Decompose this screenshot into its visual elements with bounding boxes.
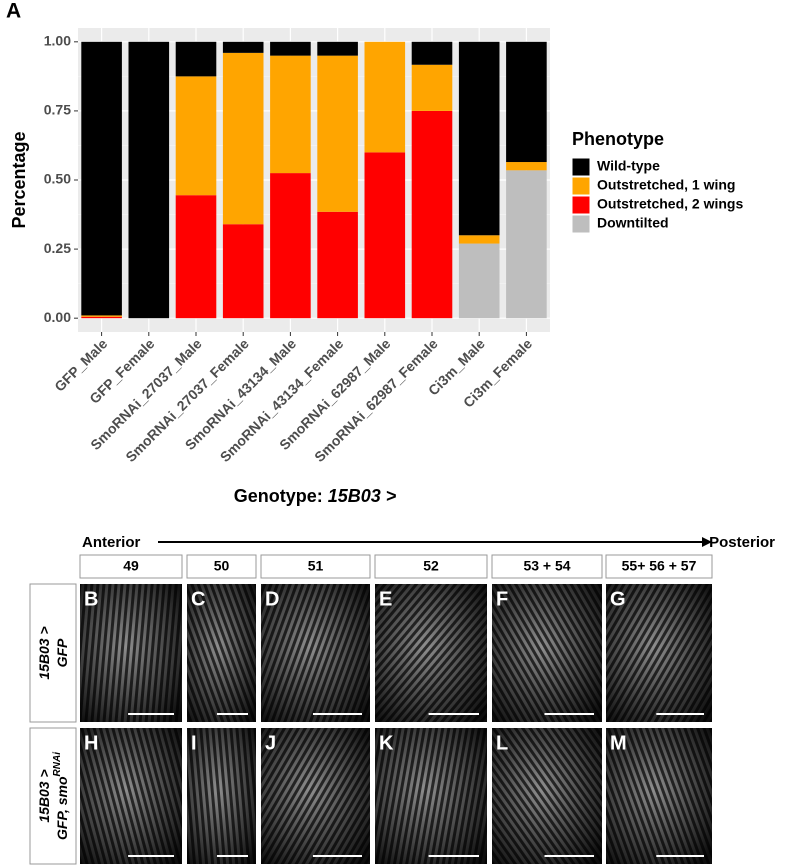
panel-letter: C xyxy=(191,588,205,610)
column-header: 51 xyxy=(308,558,324,574)
legend-label: Outstretched, 2 wings xyxy=(597,196,743,212)
bar-segment xyxy=(411,64,453,111)
panel-letter: K xyxy=(379,732,394,754)
panel-letter: M xyxy=(610,732,627,754)
bar-segment xyxy=(175,195,217,319)
panel-letter: D xyxy=(265,588,279,610)
column-header-box xyxy=(605,554,713,579)
column-header-box xyxy=(491,554,603,579)
axis-end: Posterior xyxy=(709,534,775,551)
x-axis-label-part: Genotype: xyxy=(234,486,323,506)
bar-segment xyxy=(506,162,547,171)
row-label: 15B03 > GFP, smoRNAi xyxy=(36,752,70,840)
column-header: 55+ 56 + 57 xyxy=(622,558,697,574)
panel-letter: F xyxy=(496,588,508,610)
bar-segment xyxy=(175,76,217,196)
bar-segment xyxy=(81,315,122,317)
bar-segment xyxy=(364,152,406,319)
bar-segment xyxy=(270,173,311,319)
column-header-box xyxy=(79,554,183,579)
y-tick-label: 1.00 xyxy=(44,33,71,49)
micrograph-shade xyxy=(375,728,487,864)
row-label-line: GFP xyxy=(54,638,70,667)
x-axis-label: Genotype: 15B03 > xyxy=(234,486,397,506)
panel-letter: L xyxy=(496,732,508,754)
micrograph-shade xyxy=(80,584,182,722)
bar-segment xyxy=(458,235,500,244)
panel-label: A xyxy=(6,0,21,23)
row-label-box xyxy=(29,583,77,723)
micrograph-shade xyxy=(606,584,712,722)
bar-segment xyxy=(222,224,264,319)
bar-segment xyxy=(128,41,170,319)
legend-title: Phenotype xyxy=(572,129,664,149)
row-label-box xyxy=(29,727,77,865)
y-tick-label: 0.00 xyxy=(44,309,71,325)
micrograph-shade xyxy=(80,728,182,864)
legend-swatch xyxy=(571,157,591,177)
bar-segment xyxy=(317,211,358,319)
panel-letter: G xyxy=(610,588,626,610)
bar-segment xyxy=(506,41,547,163)
y-tick-label: 0.50 xyxy=(44,171,71,187)
micrograph-shade xyxy=(492,728,602,864)
panel-letter: E xyxy=(379,588,392,610)
legend-label: Wild-type xyxy=(597,158,660,174)
micrograph-shade xyxy=(375,584,487,722)
column-header-box xyxy=(260,554,371,579)
row-label-superscript: RNAi xyxy=(52,752,63,777)
x-axis-label-part: 15B03 > xyxy=(328,486,397,506)
bar-segment xyxy=(222,41,264,53)
micrograph-shade xyxy=(187,584,256,722)
column-header-box xyxy=(186,554,257,579)
y-tick-label: 0.25 xyxy=(44,240,71,256)
bar-segment xyxy=(317,55,358,212)
axis-arrowhead xyxy=(702,537,712,547)
bar-segment xyxy=(458,243,500,319)
column-header: 53 + 54 xyxy=(523,558,570,574)
legend-label: Outstretched, 1 wing xyxy=(597,177,735,193)
row-label-line: 15B03 > xyxy=(36,626,52,679)
panel-letter: I xyxy=(191,732,197,754)
bar-segment xyxy=(175,41,217,77)
axis-start: Anterior xyxy=(82,534,141,551)
micrograph-shade xyxy=(261,584,370,722)
legend-swatch xyxy=(571,195,591,215)
micrograph-shade xyxy=(261,728,370,864)
micrograph-shade xyxy=(492,584,602,722)
bar-segment xyxy=(81,41,122,316)
panel-letter: J xyxy=(265,732,276,754)
column-header: 50 xyxy=(214,558,230,574)
legend-label: Downtilted xyxy=(597,215,669,231)
column-header-box xyxy=(374,554,488,579)
micrograph-shade xyxy=(606,728,712,864)
legend-swatch xyxy=(571,176,591,196)
bar-segment xyxy=(222,52,264,225)
y-axis-label: Percentage xyxy=(9,131,29,228)
bar-segment xyxy=(411,110,453,319)
bar-segment xyxy=(270,41,311,56)
row-label-line: 15B03 > xyxy=(36,769,52,822)
column-header: 52 xyxy=(423,558,439,574)
bar-segment xyxy=(364,41,406,153)
bar-segment xyxy=(411,41,453,65)
legend-swatch xyxy=(571,214,591,234)
bar-segment xyxy=(458,41,500,236)
row-label: 15B03 > GFP xyxy=(36,626,70,679)
row-label-line: GFP, smo xyxy=(54,776,70,840)
column-header: 49 xyxy=(123,558,139,574)
y-tick-label: 0.75 xyxy=(44,102,71,118)
micrograph-shade xyxy=(187,728,256,864)
bar-segment xyxy=(506,170,547,319)
panel-letter: H xyxy=(84,732,98,754)
bar-segment xyxy=(270,55,311,174)
bar-segment xyxy=(81,316,122,319)
bar-segment xyxy=(317,41,358,56)
panel-letter: B xyxy=(84,588,98,610)
